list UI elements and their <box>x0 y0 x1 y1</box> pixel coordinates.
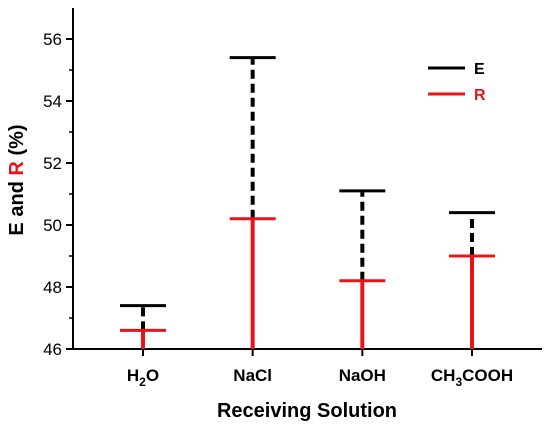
x-tick-label-main: NaOH <box>339 366 386 385</box>
x-tick-label-main: NaCl <box>233 366 272 385</box>
x-tick-label-main: CH <box>431 366 456 385</box>
chart-marks <box>120 56 495 349</box>
x-tick-label: NaOH <box>339 366 386 385</box>
y-tick-label: 50 <box>43 216 62 235</box>
y-ticks: 46 48 50 52 54 56 <box>43 30 73 359</box>
x-tick-label-tail: COOH <box>462 366 513 385</box>
legend-label-r: R <box>474 87 486 104</box>
x-tick-label: H2O <box>127 366 159 389</box>
x-ticks: H2O NaCl NaOH CH3COOH <box>127 349 513 389</box>
legend-label-e: E <box>474 61 485 78</box>
x-tick-label-tail: O <box>146 366 159 385</box>
y-axis-title-part1: E and <box>6 176 28 236</box>
x-tick-label-subscript: 3 <box>455 375 462 389</box>
x-tick-label: CH3COOH <box>431 366 513 389</box>
x-tick-label: NaCl <box>233 366 272 385</box>
legend: E R <box>428 61 486 104</box>
y-tick-label: 48 <box>43 278 62 297</box>
x-axis-title: Receiving Solution <box>217 400 397 422</box>
plot-frame <box>72 8 542 350</box>
x-tick-label-subscript: 2 <box>139 375 146 389</box>
x-tick-label-main: H <box>127 366 139 385</box>
y-tick-label: 54 <box>43 92 62 111</box>
y-tick-label: 46 <box>43 340 62 359</box>
y-axis-title-part3: (%) <box>6 124 28 161</box>
y-tick-label: 52 <box>43 154 62 173</box>
y-axis-title: E and R (%) <box>6 124 28 235</box>
y-tick-label: 56 <box>43 30 62 49</box>
y-axis-title-r: R <box>6 161 28 176</box>
